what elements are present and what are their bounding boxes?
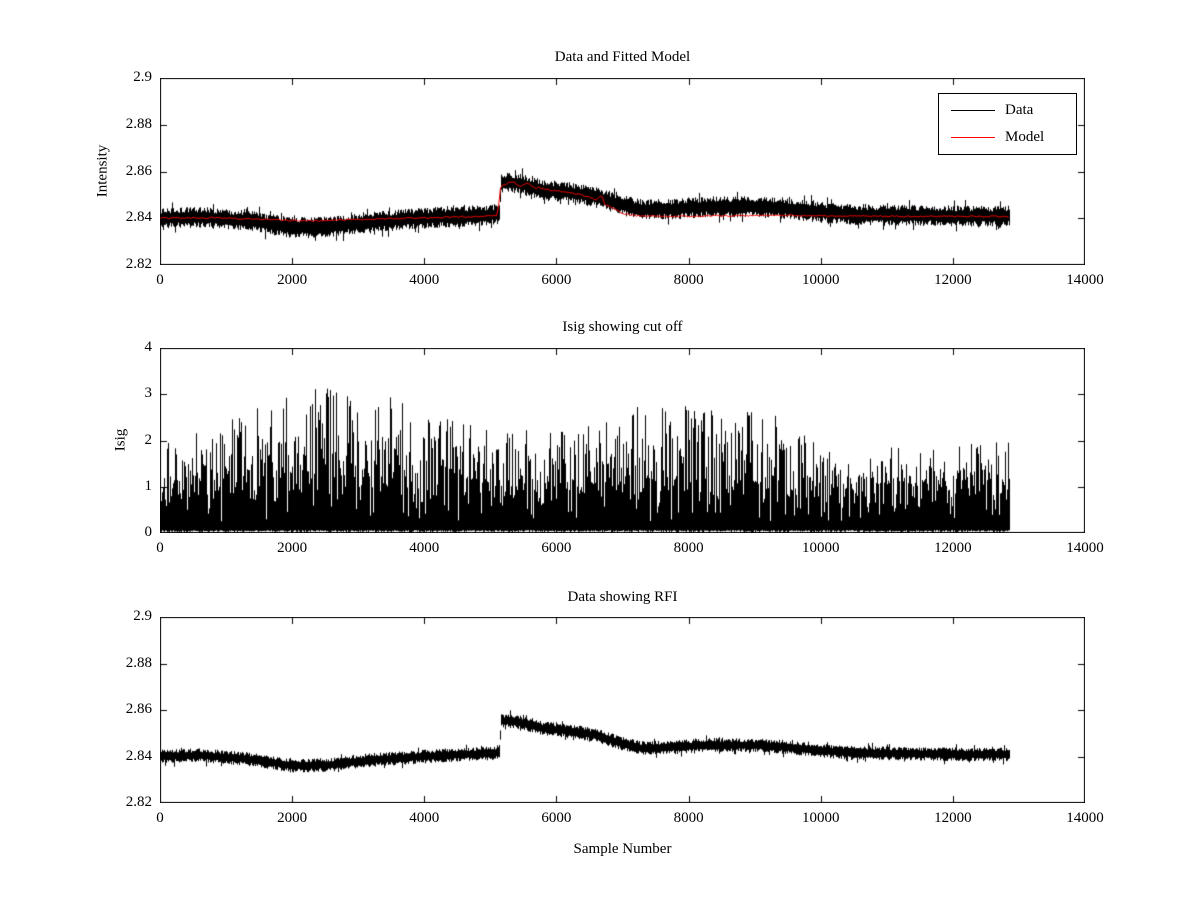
x-tick-label: 2000 [277, 272, 308, 288]
y-tick-label: 2.9 [133, 608, 152, 624]
x-tick-label: 10000 [801, 272, 840, 288]
x-tick-label: 14000 [1066, 540, 1104, 556]
plot-canvas-2 [160, 348, 1085, 533]
x-tick-label: 10000 [801, 540, 840, 556]
x-tick-label: 4000 [409, 272, 440, 288]
x-tick-label: 4000 [409, 540, 440, 556]
x-tick-label: 12000 [934, 272, 972, 288]
plot-canvas-1 [160, 78, 1085, 265]
x-tick-label: 6000 [541, 540, 572, 556]
plot-canvas-3 [160, 617, 1085, 803]
y-tick-label: 0 [144, 524, 153, 540]
plot3-title: Data showing RFI [567, 589, 678, 605]
x-tick-label: 14000 [1066, 810, 1104, 826]
plot1-title: Data and Fitted Model [554, 49, 691, 65]
y-tick-label: 2.82 [125, 256, 152, 272]
x-tick-label: 6000 [541, 272, 572, 288]
x-tick-label: 8000 [673, 810, 704, 826]
y-tick-label: 3 [144, 385, 153, 402]
x-tick-label: 0 [156, 272, 164, 288]
plot2-title: Isig showing cut off [562, 319, 683, 335]
x-tick-label: 2000 [277, 540, 308, 556]
y-tick-label: 2.9 [133, 69, 152, 85]
x-tick-label: 6000 [541, 810, 572, 826]
y-tick-label: 2.86 [125, 701, 152, 717]
x-tick-label: 10000 [801, 810, 840, 826]
x-tick-label: 8000 [673, 540, 704, 556]
plot3-xlabel: Sample Number [573, 841, 672, 857]
y-tick-label: 1 [144, 477, 153, 494]
y-tick-label: 2.88 [125, 654, 152, 671]
x-tick-label: 8000 [673, 272, 704, 288]
x-tick-label: 12000 [934, 810, 972, 826]
x-tick-label: 4000 [409, 810, 440, 826]
y-tick-label: 2.84 [125, 747, 152, 764]
y-tick-label: 2.86 [125, 162, 152, 179]
y-tick-label: 2.84 [125, 209, 152, 226]
y-tick-label: 2 [144, 431, 153, 448]
y-tick-label: 2.82 [125, 794, 152, 810]
x-tick-label: 12000 [934, 540, 972, 556]
x-tick-label: 0 [156, 810, 164, 826]
x-tick-label: 14000 [1066, 272, 1104, 288]
x-tick-label: 2000 [277, 810, 308, 826]
x-tick-label: 0 [156, 540, 164, 556]
y-tick-label: 4 [144, 339, 153, 355]
y-tick-label: 2.88 [125, 115, 152, 132]
